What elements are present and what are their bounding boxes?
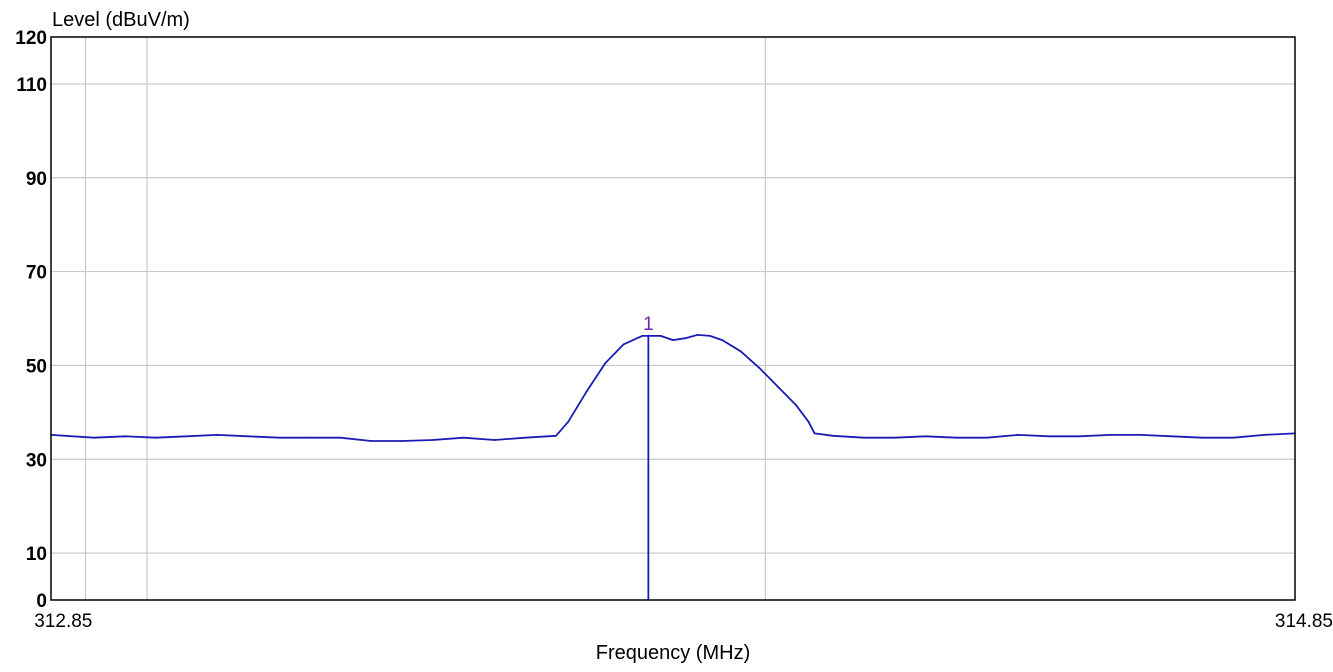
data-point <box>863 436 865 439</box>
data-point <box>709 335 711 337</box>
data-point <box>1109 434 1112 436</box>
data-point <box>339 436 342 439</box>
data-point <box>462 436 465 439</box>
data-point <box>955 436 958 439</box>
y-tick-label: 10 <box>26 544 47 565</box>
data-point <box>1201 436 1204 439</box>
y-tick-label: 90 <box>26 169 47 190</box>
x-tick-label: 314.85 <box>1275 611 1333 632</box>
data-point <box>721 339 724 341</box>
data-point <box>893 436 896 439</box>
data-point <box>431 439 434 441</box>
data-point <box>807 420 810 423</box>
data-point <box>739 350 742 353</box>
series-line <box>50 334 1296 442</box>
y-tick-label: 110 <box>16 75 47 96</box>
data-point <box>1078 435 1081 438</box>
data-point <box>832 434 834 437</box>
grid-layer <box>51 37 1295 600</box>
data-point <box>924 435 927 438</box>
data-point <box>401 440 403 442</box>
data-point <box>813 432 816 435</box>
series-layer <box>50 334 1296 442</box>
data-point <box>247 435 250 438</box>
data-point <box>185 435 188 438</box>
x-tick-label: 312.85 <box>34 611 92 632</box>
data-point <box>124 435 126 438</box>
data-point <box>278 436 280 439</box>
data-point <box>585 390 588 393</box>
data-point <box>684 337 687 340</box>
y-tick-label: 50 <box>26 356 47 377</box>
data-point <box>1047 435 1050 438</box>
data-point <box>795 404 798 407</box>
data-point <box>672 339 674 341</box>
data-point <box>493 439 496 441</box>
data-point <box>776 385 779 388</box>
data-point <box>604 362 607 364</box>
y-axis-label: Level (dBuV/m) <box>52 9 190 31</box>
marker-layer: 1 <box>643 314 654 600</box>
x-tick-labels: 312.85 314.85 <box>34 611 1333 632</box>
data-point <box>555 434 557 437</box>
data-point <box>641 335 644 337</box>
data-point <box>308 436 311 439</box>
data-point <box>93 436 95 439</box>
data-point <box>659 335 662 337</box>
data-point <box>622 343 625 346</box>
data-point <box>216 434 219 436</box>
data-point <box>986 436 988 439</box>
y-tick-label: 30 <box>26 450 47 471</box>
data-point <box>370 440 373 442</box>
data-point <box>1263 434 1266 436</box>
data-point <box>567 420 570 423</box>
data-point <box>1017 434 1019 436</box>
data-point <box>1140 434 1142 436</box>
y-tick-label: 0 <box>36 591 47 612</box>
data-point <box>1170 435 1173 438</box>
plot-background <box>51 37 1295 600</box>
plot-frame <box>50 36 1296 601</box>
data-point <box>524 436 527 439</box>
data-point <box>1232 436 1235 439</box>
data-point <box>154 436 157 439</box>
y-tick-labels: 0 10 30 50 70 90 110 120 <box>15 28 47 612</box>
marker-label: 1 <box>643 314 654 335</box>
y-tick-label: 70 <box>26 263 47 284</box>
data-point <box>696 334 699 336</box>
x-axis-label: Frequency (MHz) <box>596 642 750 664</box>
data-point <box>758 366 761 369</box>
y-tick-label: 120 <box>15 28 47 49</box>
